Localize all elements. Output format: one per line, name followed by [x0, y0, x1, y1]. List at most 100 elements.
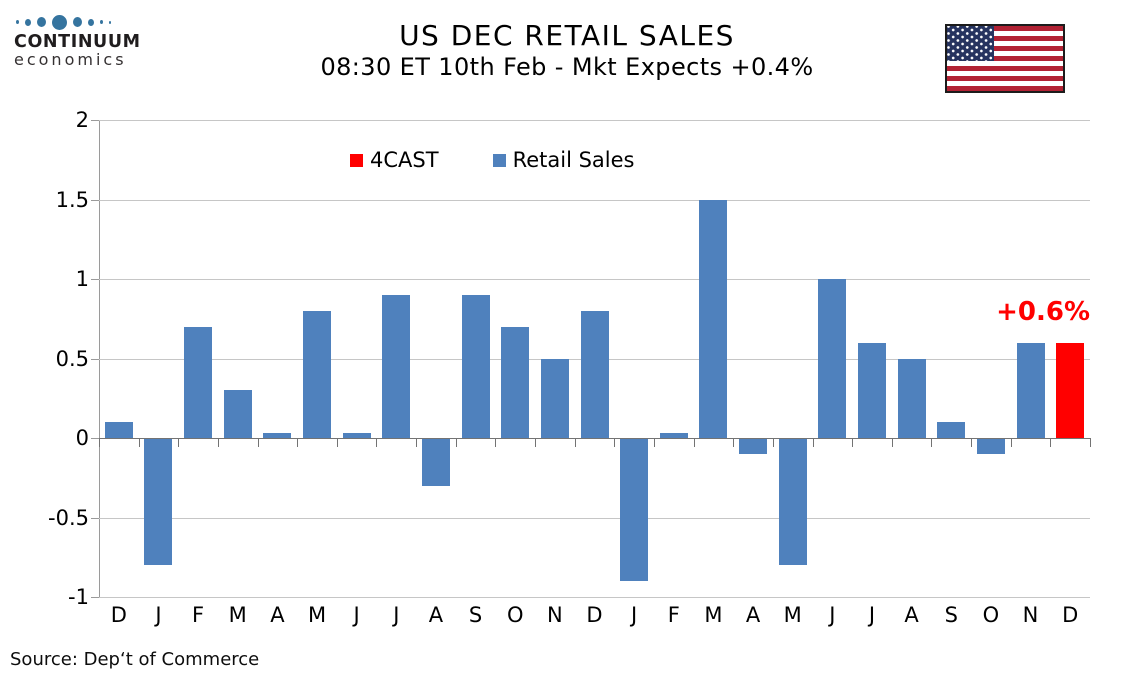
x-tick-8	[416, 438, 418, 447]
x-tick-3	[217, 438, 219, 447]
gridline-1.5	[99, 199, 1090, 201]
y-tick-1.5	[91, 199, 99, 201]
bar-15-F	[659, 433, 688, 438]
bar-9-A	[421, 438, 450, 486]
x-tick-6	[336, 438, 338, 447]
x-tick-2	[178, 438, 180, 447]
x-axis-label-8-J: J	[393, 603, 400, 627]
bar-3-F	[184, 326, 213, 438]
x-axis-label-17-A: A	[745, 603, 761, 627]
x-tick-10	[495, 438, 497, 447]
chart-title: US DEC RETAIL SALES	[399, 19, 735, 52]
x-tick-12	[574, 438, 576, 447]
source-note: Source: Dep‘t of Commerce	[10, 649, 260, 670]
bar-21-A	[897, 358, 926, 438]
bar-14-J	[620, 438, 649, 582]
x-tick-16	[733, 438, 735, 447]
title-block: US DEC RETAIL SALES 08:30 ET 10th Feb - …	[0, 18, 1134, 82]
x-tick-11	[535, 438, 537, 447]
bar-16-M	[699, 199, 728, 438]
y-tick-1	[91, 279, 99, 280]
x-tick-1	[138, 438, 140, 447]
x-tick-14	[653, 438, 655, 447]
y-tick--0.5	[91, 517, 99, 519]
bar-1-D	[104, 422, 133, 438]
bar-20-J	[857, 342, 886, 438]
x-axis-label-20-J: J	[868, 603, 876, 627]
x-axis-label-18-M: M	[783, 603, 802, 627]
x-axis-label-9-A: A	[428, 603, 444, 627]
x-tick-4	[257, 438, 259, 447]
legend: 4CAST Retail Sales	[350, 148, 634, 172]
x-tick-13	[614, 438, 616, 447]
x-axis-label-13-D: D	[586, 603, 603, 627]
gridline--1	[99, 597, 1090, 598]
x-tick-7	[376, 438, 378, 447]
logo-dots-icon	[16, 14, 144, 30]
gridline-1	[99, 279, 1090, 280]
x-tick-21	[931, 438, 933, 447]
x-axis-label-14-J: J	[631, 603, 638, 627]
bar-5-A	[263, 433, 292, 438]
gridline--0.5	[99, 517, 1090, 519]
bar-19-J	[818, 279, 847, 438]
y-tick--1	[91, 597, 99, 598]
legend-item-4cast: 4CAST	[350, 148, 439, 172]
bar-25-D	[1056, 342, 1085, 438]
x-axis-label-22-S: S	[944, 603, 958, 627]
y-axis-label-1: 1	[75, 267, 89, 291]
y-axis-label--0.5: -0.5	[48, 505, 89, 530]
y-tick-0	[91, 438, 99, 439]
x-axis-label-7-J: J	[353, 603, 360, 627]
y-axis-label-0: 0	[75, 426, 89, 450]
y-axis-label-2: 2	[75, 108, 89, 132]
x-axis-label-15-F: F	[667, 603, 680, 627]
y-axis-label-0.5: 0.5	[55, 346, 89, 371]
legend-label-retail-sales: Retail Sales	[512, 148, 635, 172]
us-flag-icon	[945, 24, 1065, 93]
y-axis-label--1: -1	[68, 585, 89, 609]
x-axis-label-21-A: A	[904, 603, 919, 627]
x-axis-label-10-S: S	[468, 603, 483, 627]
x-axis-label-25-D: D	[1062, 603, 1079, 627]
x-tick-25	[1090, 438, 1091, 447]
bar-10-S	[461, 294, 490, 438]
x-axis-label-1-D: D	[110, 603, 127, 627]
x-tick-24	[1050, 438, 1052, 447]
y-axis-label-1.5: 1.5	[55, 187, 89, 212]
bar-12-N	[540, 358, 569, 438]
chart-subtitle: 08:30 ET 10th Feb - Mkt Expects +0.4%	[320, 53, 814, 81]
x-tick-23	[1010, 438, 1012, 447]
x-axis-label-24-N: N	[1022, 603, 1039, 627]
x-tick-22	[971, 438, 973, 447]
bar-6-M	[303, 310, 332, 438]
bar-18-M	[778, 438, 807, 566]
x-axis-label-12-N: N	[547, 603, 563, 627]
legend-label-4cast: 4CAST	[370, 148, 439, 172]
x-axis-label-3-F: F	[192, 603, 205, 627]
bar-4-M	[223, 390, 252, 438]
legend-swatch-retail-sales-icon	[492, 153, 506, 167]
x-tick-17	[772, 438, 774, 447]
flag-star-canton	[947, 26, 994, 61]
x-axis-label-5-A: A	[270, 603, 285, 627]
bar-2-J	[144, 438, 173, 566]
x-axis-label-11-O: O	[506, 603, 524, 627]
y-tick-2	[91, 120, 99, 121]
bar-17-A	[739, 438, 768, 454]
gridline-0	[99, 438, 1090, 439]
x-axis-label-23-O: O	[982, 603, 1000, 627]
bar-24-N	[1016, 342, 1045, 438]
y-tick-0.5	[91, 358, 99, 360]
x-tick-18	[812, 438, 814, 447]
x-axis-label-19-J: J	[829, 603, 836, 627]
logo-subtext: economics	[14, 50, 127, 70]
bar-11-O	[501, 326, 530, 438]
forecast-annotation: +0.6%	[996, 297, 1090, 327]
x-tick-19	[852, 438, 854, 447]
bar-22-S	[937, 422, 966, 438]
x-tick-15	[693, 438, 695, 447]
gridline-2	[99, 120, 1090, 121]
x-tick-9	[455, 438, 457, 447]
